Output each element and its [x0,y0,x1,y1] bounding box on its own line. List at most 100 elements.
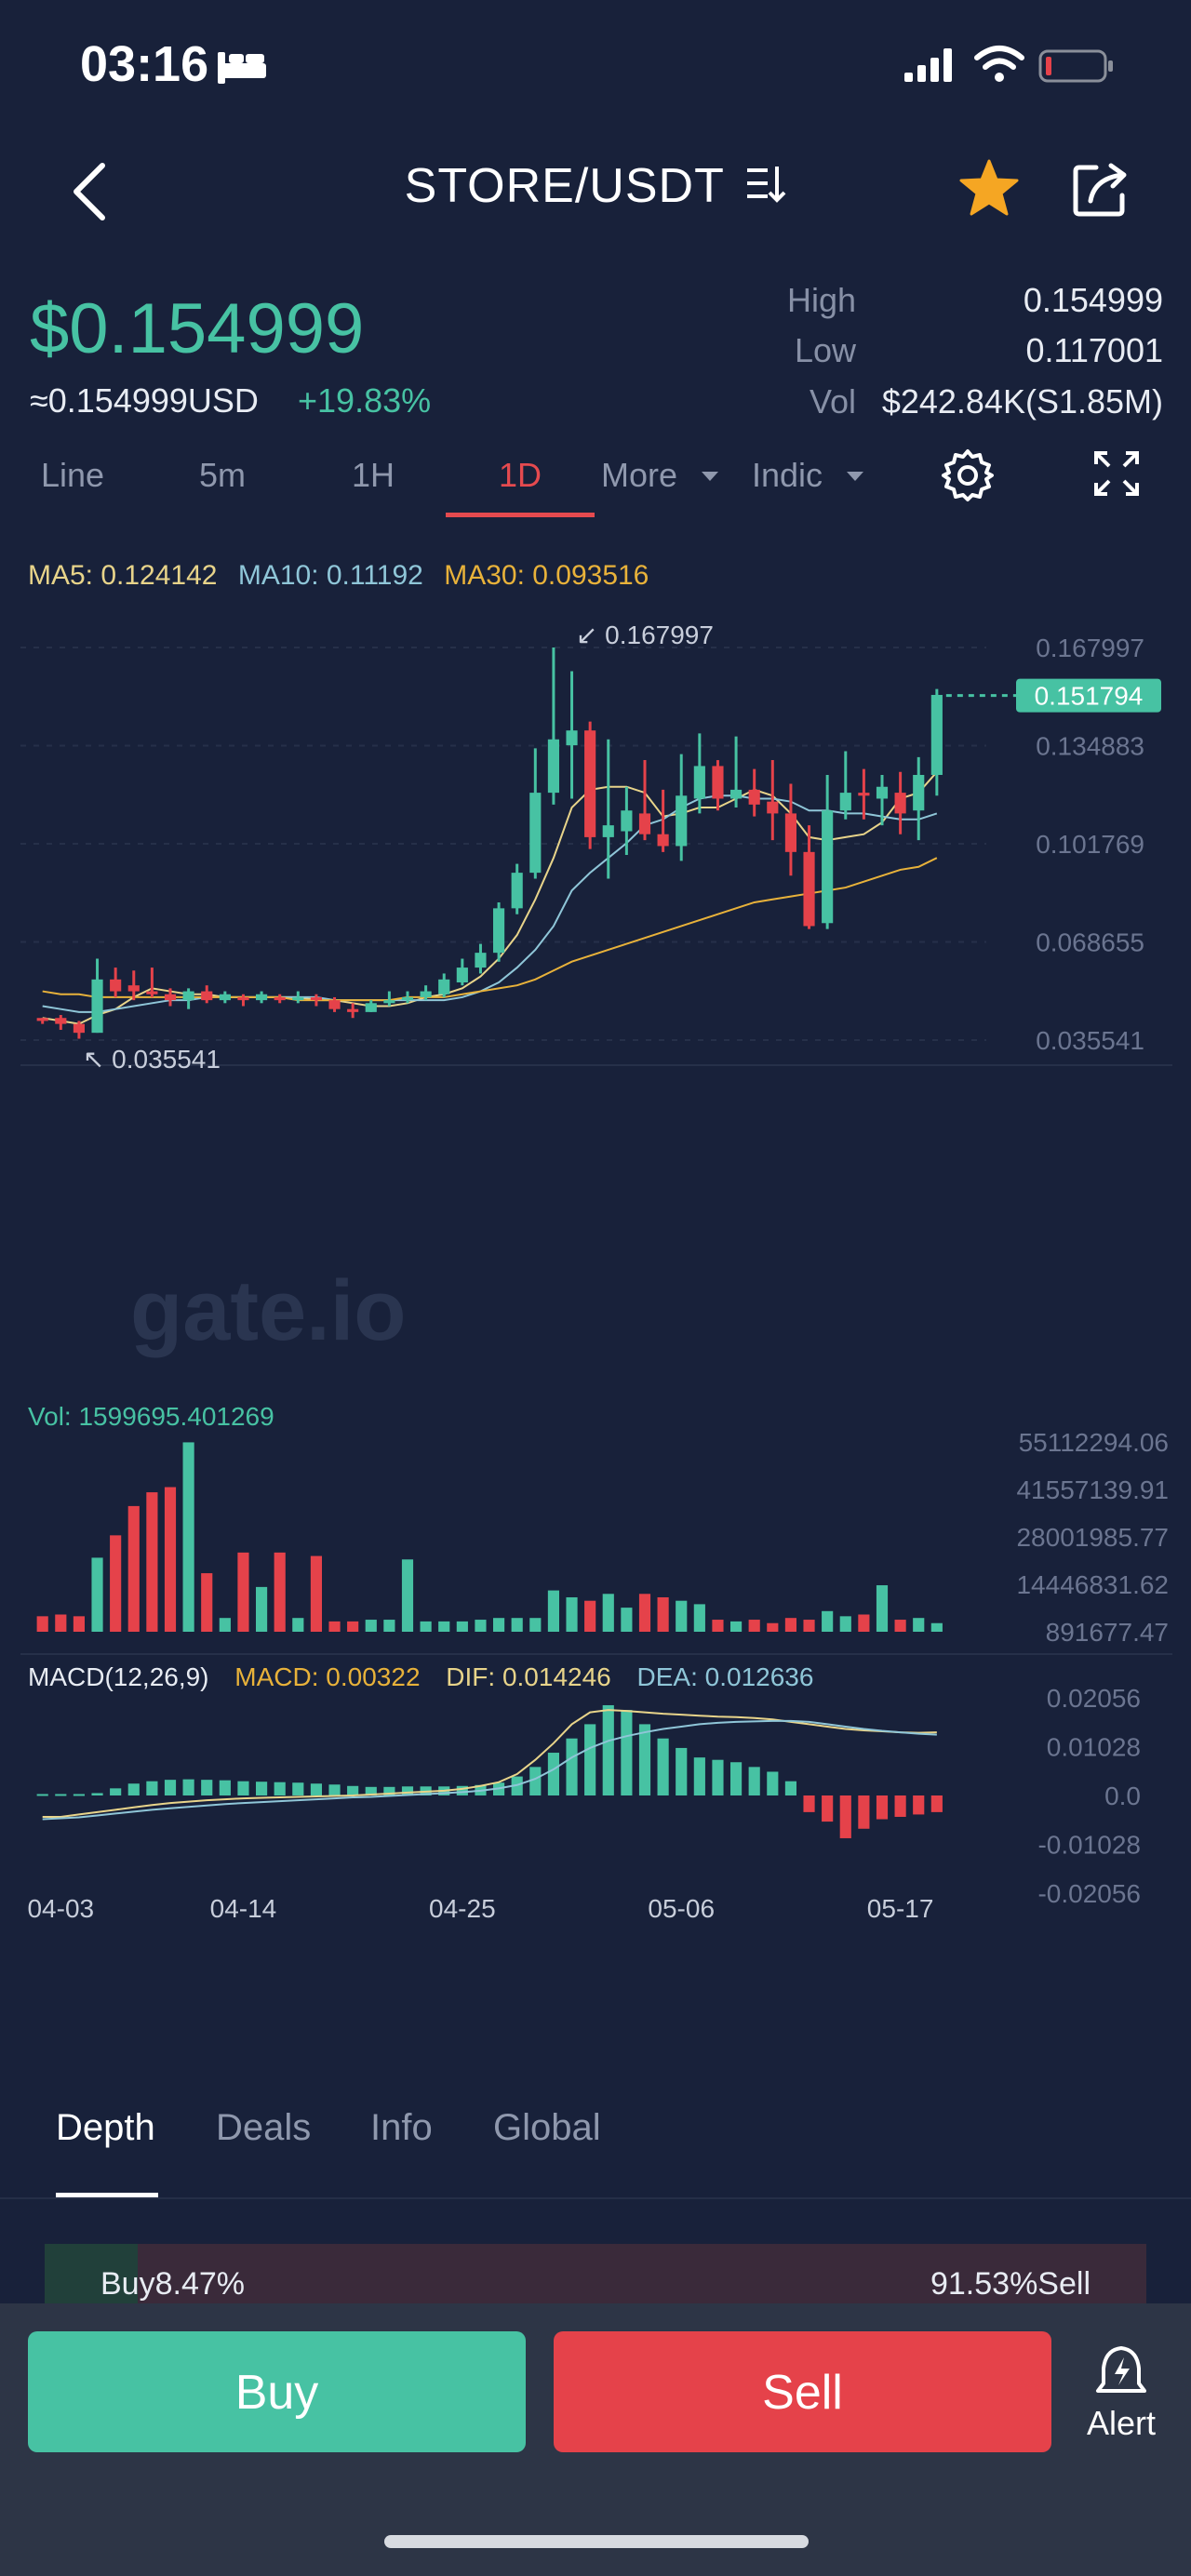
candle-body [383,1000,395,1004]
price-tick: 0.101769 [1036,830,1144,859]
pair-name[interactable]: STORE/USDT [404,159,724,213]
tab-1d[interactable]: 1D [499,456,542,494]
volume-bar [858,1614,870,1632]
depth-sell-label: 91.53%Sell [930,2266,1091,2302]
volume-bar [621,1608,633,1632]
tab-indicators-label: Indic [752,456,823,494]
tab-more[interactable]: More [601,456,720,495]
candle-body [839,793,851,811]
depth-buy-label: Buy8.47% [100,2266,245,2302]
volume-bar [822,1610,834,1632]
candle-body [584,730,596,837]
price-change: +19.83% [298,381,432,420]
max-price-marker: ↙ 0.167997 [576,621,714,649]
tab-depth[interactable]: Depth [56,2107,155,2148]
sell-button[interactable]: Sell [554,2331,1051,2452]
volume-bar [146,1492,158,1632]
volume-bar [219,1618,231,1632]
price-tick: 0.167997 [1036,634,1144,662]
macd-bar [365,1786,377,1795]
tab-indicators[interactable]: Indic [752,456,865,495]
macd-bar [657,1738,669,1795]
macd-bar [55,1794,67,1796]
macd-bar [913,1795,925,1815]
volume-bars [36,1442,943,1632]
high-value: 0.154999 [1023,281,1163,319]
fullscreen-expand-icon[interactable] [1092,449,1141,498]
alert-label[interactable]: Alert [1086,2404,1157,2442]
tab-deals[interactable]: Deals [216,2107,312,2148]
price-markers: 0.151794 ↙ 0.167997 ↖ 0.035541 [83,621,1161,1074]
volume-bar [91,1557,103,1632]
header [0,140,1191,251]
tab-global[interactable]: Global [493,2107,601,2148]
volume-bar [110,1535,122,1632]
tab-line[interactable]: Line [41,456,105,494]
candle-body [292,996,304,1001]
status-bar: 03:16 [0,0,1191,140]
macd-lines [42,1709,937,1821]
volume-bar [693,1604,705,1632]
price-usd: ≈0.154999USD [30,381,259,420]
candle-body [110,979,122,992]
volume-bar [456,1621,468,1632]
macd-tick: 0.02056 [1047,1684,1141,1713]
volume-bar [547,1590,560,1632]
candle-body [255,994,268,1001]
candle-body [894,793,906,814]
favorite-star-icon[interactable] [958,158,1020,220]
date-tick: 04-14 [210,1894,277,1923]
pair-title[interactable]: STORE/USDT [0,158,1191,214]
macd-legend: MACD(12,26,9) MACD: 0.00322 DIF: 0.01424… [28,1662,813,1691]
chart-settings-gear-icon[interactable] [940,447,996,503]
candle-body [693,766,705,799]
macd-bar [292,1782,304,1795]
share-icon[interactable] [1070,160,1130,220]
candle-body [729,789,743,799]
candle-body [492,908,505,954]
volume-bar [602,1594,614,1632]
wifi-icon [974,46,1024,82]
volume-bar [383,1620,395,1632]
candle-body [858,793,870,796]
last-price-value: 0.151794 [1035,682,1144,711]
sort-swap-icon[interactable] [743,163,786,206]
volume-bar [73,1616,86,1632]
candle-body [201,991,213,1001]
macd-bar [621,1710,633,1795]
dea-line [42,1719,937,1821]
volume-bar [584,1600,596,1632]
macd-bar [146,1781,158,1795]
candle-body [456,968,468,983]
last-price-tag [1016,678,1161,713]
volume-bar [657,1596,669,1632]
candle-body [274,996,286,1001]
macd-bar [638,1724,651,1795]
high-label: High [786,281,856,319]
volume-bar [712,1620,724,1632]
candle-body [146,991,158,994]
alert-bell-icon[interactable] [1094,2344,1148,2400]
gate-watermark: gate.io [130,1263,406,1358]
macd-bar [401,1786,414,1795]
macd-bar [347,1785,359,1795]
price-chart[interactable]: gate.io 0.167997 0.134883 0.101769 0.068655… [0,605,1191,1935]
buy-button[interactable]: Buy [28,2331,526,2452]
volume-bar [438,1621,450,1632]
candle-body [401,996,414,1001]
macd-tick: 0.0 [1104,1782,1141,1810]
volume-tick: 41557139.91 [1016,1475,1169,1504]
tab-5m[interactable]: 5m [199,456,247,494]
macd-bar [73,1794,86,1796]
volume-bar [255,1586,268,1632]
macd-bar [328,1784,341,1795]
depth-ratio-bar [45,2244,1146,2303]
tab-1h[interactable]: 1H [352,456,395,494]
tab-info[interactable]: Info [370,2107,433,2148]
macd-bar [547,1753,560,1795]
back-arrow-icon[interactable] [67,162,114,221]
date-tick: 05-17 [867,1894,934,1923]
macd-bar [584,1724,596,1795]
volume-tick: 891677.47 [1046,1618,1169,1647]
macd-value: MACD: 0.00322 [234,1662,420,1691]
